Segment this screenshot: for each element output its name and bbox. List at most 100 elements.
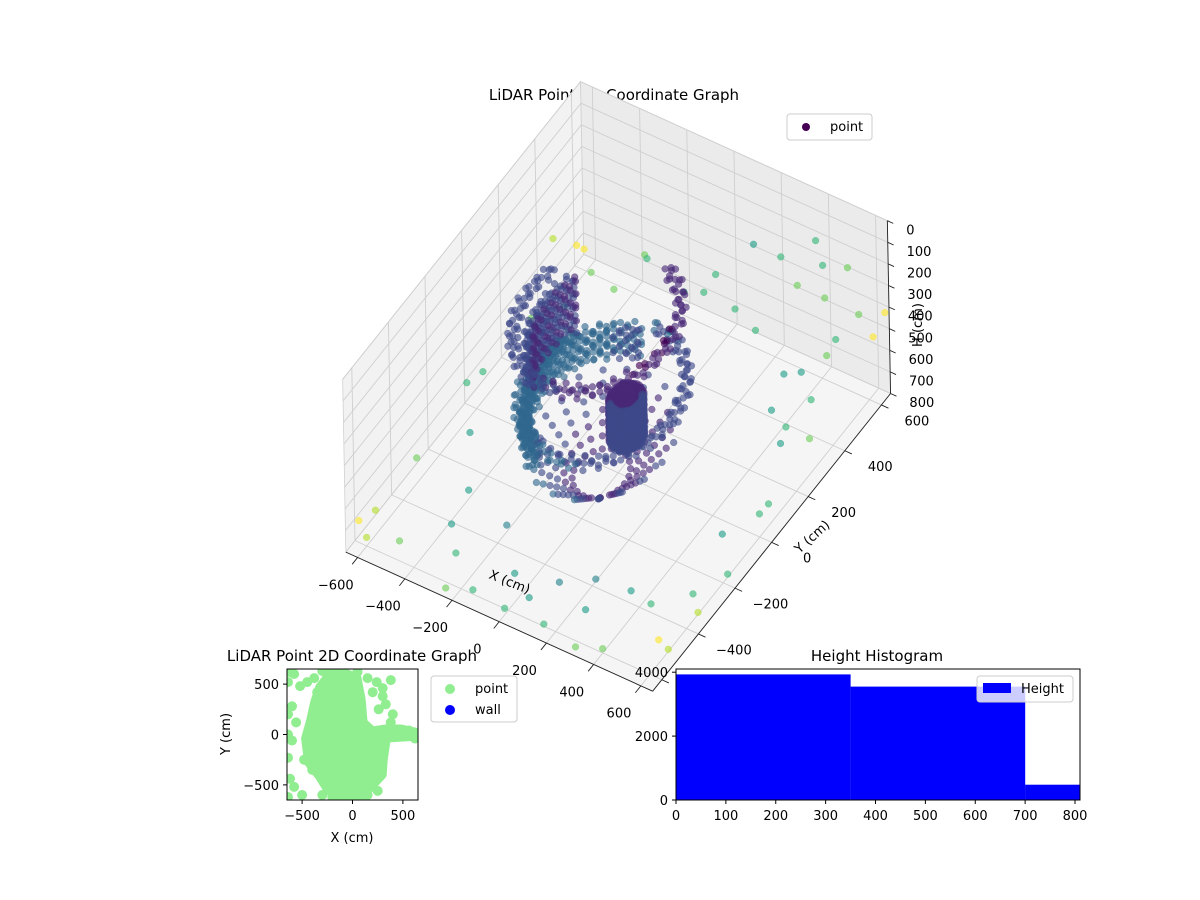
point-marker [661,382,669,391]
point-marker [653,360,661,368]
chart-3d: LiDAR Point 3D Coordinate Graph −600 −400… [318,80,934,722]
point-marker [540,305,548,313]
grid-line-h [580,102,888,243]
point-marker [452,549,460,557]
point-marker [647,455,655,464]
point-marker [570,496,579,504]
point-marker [797,368,805,376]
point-marker [554,370,562,379]
point-marker [590,343,598,351]
point-marker [377,683,388,694]
point-marker [546,472,554,480]
point-marker [633,326,641,335]
point-marker [546,481,554,490]
tick-y [881,404,889,409]
point-marker [755,510,764,518]
point-marker [466,428,474,437]
point-marker [581,387,589,395]
point-marker [557,345,565,353]
point-marker [661,421,669,429]
tick-label-x: 500 [913,809,938,824]
point-marker [582,410,590,418]
point-marker [575,373,583,381]
chart-3d-legend-label: point [830,120,863,135]
point-marker [526,293,534,301]
point-marker [337,669,348,675]
point-marker [549,234,557,243]
grid-line-h [581,124,889,265]
tick-label-h: 500 [908,331,933,346]
point-marker [307,764,318,775]
point-marker [782,423,790,431]
point-marker [689,590,697,598]
point-marker [646,444,655,452]
point-marker [442,584,450,592]
chart-2d: LiDAR Point 2D Coordinate Graph −500−500… [219,647,518,846]
point-marker [711,270,720,279]
point-marker [596,388,604,396]
tick-label-x: 0 [348,809,356,824]
point-marker [700,288,708,296]
point-marker [352,669,363,677]
point-marker [584,423,593,431]
point-marker [596,347,604,356]
point-marker [555,578,564,586]
point-marker [664,645,672,653]
grid-line-y [574,265,882,406]
point-marker [869,333,877,341]
point-marker [631,317,639,326]
point-marker [776,439,785,448]
tick-label-x: 500 [390,809,415,824]
point-marker [648,405,656,414]
tick-label-x: −200 [412,621,448,636]
point-marker [807,396,815,404]
grid-line-h [580,81,888,222]
point-marker [661,265,669,273]
point-marker [652,330,660,338]
tick-x [399,578,406,587]
point-marker [557,460,565,468]
grid-line-h [343,146,583,445]
grid-line-h [343,124,582,423]
point-marker [544,276,553,284]
point-marker [639,469,647,477]
point-marker [503,521,511,529]
point-marker [589,327,597,336]
point-marker [640,461,648,469]
point-marker [515,297,523,305]
point-marker [653,348,662,357]
point-marker [633,371,642,379]
tick-label-y: 500 [254,678,279,693]
point-marker [327,792,338,800]
point-marker [682,350,691,359]
tick-h [887,263,895,267]
point-marker [671,265,680,273]
point-marker [633,338,642,346]
point-marker [627,587,635,595]
tick-label-x: 100 [713,809,738,824]
point-marker [592,575,600,583]
point-marker [367,687,378,698]
point-marker [554,450,562,458]
point-marker [680,372,689,381]
tick-y [771,541,779,546]
point-marker [287,709,293,720]
grid-line-h [581,145,889,286]
point-marker [576,441,584,449]
point-marker [674,280,683,288]
point-marker [643,254,651,263]
chart-2d-legend-point-label: point [475,682,508,697]
chart-2d-xlabel: X (cm) [331,831,374,846]
point-marker [694,608,702,617]
point-marker [583,336,591,344]
point-marker [652,462,660,470]
point-marker [764,500,773,508]
chart-2d-plot-area [287,669,418,800]
point-marker [655,450,663,458]
point-marker [610,459,618,467]
tick-label-x: 200 [763,809,788,824]
chart-2d-legend: point wall [430,675,518,723]
tick-label-y: −500 [243,779,279,794]
point-marker [289,669,300,679]
point-marker [818,261,827,270]
